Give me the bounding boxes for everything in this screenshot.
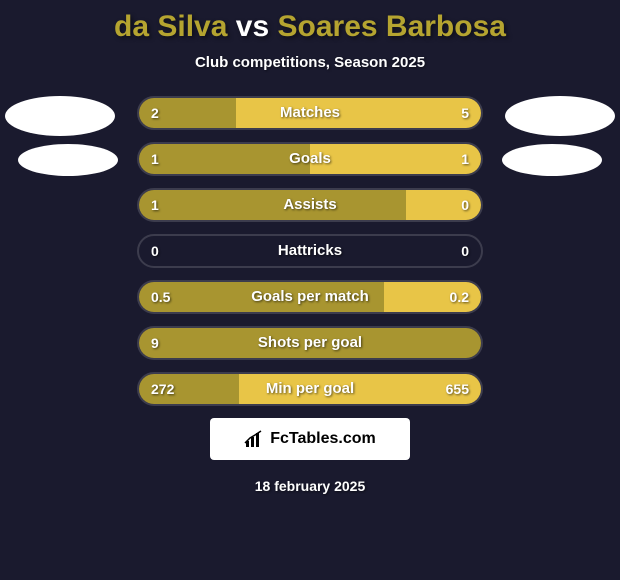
stat-value-right: 0.2 — [450, 282, 469, 312]
stat-label: Goals per match — [139, 282, 481, 312]
stat-value-left: 9 — [151, 328, 159, 358]
subtitle: Club competitions, Season 2025 — [0, 54, 620, 71]
stat-value-left: 1 — [151, 190, 159, 220]
chart-icon — [244, 429, 264, 449]
stat-value-left: 1 — [151, 144, 159, 174]
date-text: 18 february 2025 — [0, 478, 620, 494]
player2-avatar-2 — [502, 144, 602, 176]
player1-avatar — [5, 96, 115, 136]
stat-value-right: 5 — [461, 98, 469, 128]
chart-area: Matches25Goals11Assists10Hattricks00Goal… — [0, 96, 620, 406]
stat-row: Min per goal272 655 — [137, 372, 483, 406]
stat-label: Matches — [139, 98, 481, 128]
stat-value-right: 0 — [461, 236, 469, 266]
stat-value-right: 0 — [461, 190, 469, 220]
stat-row: Goals1 1 — [137, 142, 483, 176]
stat-row: Matches2 5 — [137, 96, 483, 130]
stat-row: Goals per match0.5 0.2 — [137, 280, 483, 314]
brand-logo: FcTables.com — [210, 418, 410, 460]
player2-avatar — [505, 96, 615, 136]
stat-label: Goals — [139, 144, 481, 174]
stat-label: Hattricks — [139, 236, 481, 266]
stat-value-left: 0.5 — [151, 282, 170, 312]
stat-row: Shots per goal9 — [137, 326, 483, 360]
player1-avatar-2 — [18, 144, 118, 176]
stat-label: Assists — [139, 190, 481, 220]
comparison-title: da Silva vs Soares Barbosa — [0, 0, 620, 44]
stat-value-left: 0 — [151, 236, 159, 266]
stat-value-right: 1 — [461, 144, 469, 174]
stat-value-left: 2 — [151, 98, 159, 128]
stat-label: Shots per goal — [139, 328, 481, 358]
stat-value-left: 272 — [151, 374, 174, 404]
comparison-bars: Matches25Goals11Assists10Hattricks00Goal… — [137, 96, 483, 406]
stat-row: Hattricks0 0 — [137, 234, 483, 268]
stat-row: Assists1 0 — [137, 188, 483, 222]
vs-text: vs — [236, 10, 269, 43]
stat-value-right: 655 — [446, 374, 469, 404]
player1-name: da Silva — [114, 10, 227, 43]
stat-label: Min per goal — [139, 374, 481, 404]
player2-name: Soares Barbosa — [278, 10, 506, 43]
brand-text: FcTables.com — [270, 430, 376, 448]
